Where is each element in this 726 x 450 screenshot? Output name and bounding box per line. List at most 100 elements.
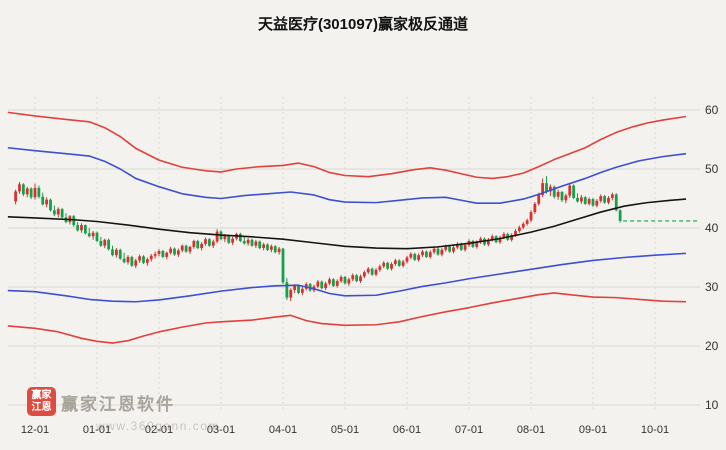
candle-body	[510, 235, 514, 240]
candle-body	[95, 232, 99, 241]
lower-blue-line	[7, 252, 687, 303]
candle-body	[428, 252, 432, 257]
candle-body	[378, 266, 382, 270]
candle-body	[118, 249, 122, 259]
candle-body	[366, 268, 370, 273]
candle-body	[517, 227, 521, 231]
channel-lines	[7, 111, 687, 344]
candle-body	[351, 275, 355, 280]
x-axis-label: 12-01	[21, 424, 49, 436]
candle-body	[533, 203, 537, 213]
candle-body	[29, 188, 33, 198]
candle-body	[138, 256, 142, 261]
middle-black-line	[7, 198, 687, 250]
candle-body	[60, 209, 64, 218]
candle-body	[490, 236, 494, 240]
candle-body	[397, 260, 401, 266]
candle-body	[599, 196, 603, 201]
candle-body	[223, 235, 227, 240]
candle-body	[111, 249, 114, 256]
candle-body	[525, 220, 529, 224]
candle-body	[610, 194, 614, 198]
candle-body	[409, 253, 413, 258]
candle-body	[579, 197, 583, 202]
grid	[8, 97, 700, 412]
y-axis-label: 30	[705, 280, 719, 294]
candle-body	[192, 240, 196, 247]
candle-body	[320, 281, 324, 289]
candle-body	[316, 281, 320, 287]
x-axis-label: 01-01	[83, 424, 111, 436]
brand-text: 赢家江恩软件	[61, 395, 175, 414]
candle-body	[269, 246, 273, 250]
candle-body	[436, 248, 440, 255]
candle-body	[421, 251, 424, 256]
candle-body	[49, 199, 52, 211]
candle-body	[157, 251, 161, 254]
candle-body	[258, 241, 262, 249]
chart-title: 天益医疗(301097)赢家极反通道	[257, 16, 469, 33]
candle-body	[293, 285, 297, 290]
candle-body	[173, 248, 176, 255]
candle-body	[459, 243, 463, 250]
candle-body	[455, 243, 459, 248]
candle-body	[262, 244, 266, 249]
x-axis-label: 09-01	[579, 424, 607, 436]
candle-body	[560, 192, 564, 201]
candle-body	[33, 187, 37, 198]
candle-body	[238, 233, 242, 241]
x-axis-label: 07-01	[455, 424, 483, 436]
candle-body	[18, 184, 21, 192]
candle-body	[297, 285, 300, 293]
candle-body	[370, 268, 374, 275]
lower-red-line	[7, 292, 687, 344]
x-axis-label: 10-01	[641, 424, 669, 436]
candle-body	[347, 279, 351, 284]
candle-body	[479, 238, 483, 243]
x-axis-label: 05-01	[331, 424, 359, 436]
candle-body	[281, 248, 285, 283]
candle-body	[215, 231, 219, 242]
candle-body	[548, 186, 552, 192]
candle-body	[359, 276, 362, 282]
candle-body	[285, 282, 289, 298]
candle-body	[242, 240, 246, 244]
candle-body	[471, 240, 475, 247]
candle-body	[541, 183, 545, 195]
candle-body	[335, 281, 339, 286]
candle-body	[343, 276, 347, 284]
candle-body	[266, 244, 269, 250]
brand-logo: 赢家 江恩	[27, 387, 56, 416]
x-axis-labels: 12-01 01-01 02-01 03-01 04-01 05-01 06-01 07-01…	[21, 424, 669, 436]
candle-body	[355, 275, 359, 282]
candle-body	[417, 255, 421, 260]
x-axis-label: 08-01	[517, 424, 545, 436]
candle-body	[122, 258, 126, 263]
candle-body	[529, 212, 533, 221]
candle-body	[401, 261, 405, 266]
candle-body	[448, 246, 452, 252]
candle-body	[614, 194, 618, 211]
candle-body	[591, 199, 595, 206]
candle-body	[45, 199, 49, 205]
candle-body	[564, 195, 568, 201]
candle-body	[324, 283, 328, 289]
candle-body	[41, 196, 45, 205]
brand-logo-line2: 江恩	[31, 401, 52, 413]
x-axis-label: 04-01	[269, 424, 297, 436]
candle-body	[107, 239, 111, 250]
candle-body	[142, 256, 145, 263]
candle-body	[502, 233, 506, 238]
candle-body	[76, 225, 80, 231]
candle-body	[99, 240, 103, 246]
candle-body	[390, 263, 393, 269]
candle-body	[432, 248, 436, 253]
candle-body	[452, 247, 455, 252]
candle-body	[618, 210, 622, 221]
candle-body	[486, 239, 490, 245]
candle-body	[386, 262, 390, 269]
candle-body	[382, 262, 386, 267]
x-axis-label: 03-01	[207, 424, 235, 436]
candle-body	[103, 239, 107, 246]
